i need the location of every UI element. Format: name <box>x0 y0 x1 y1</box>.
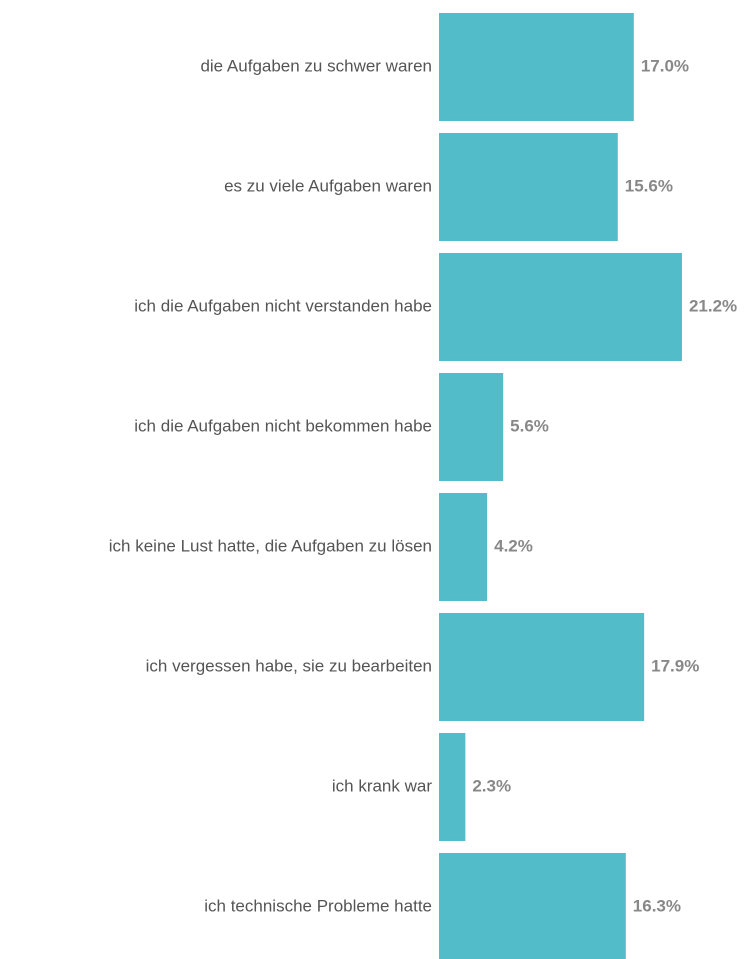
bar <box>439 133 618 241</box>
value-label: 17.0% <box>641 56 689 75</box>
category-label: ich die Aufgaben nicht verstanden habe <box>134 296 432 315</box>
bar <box>439 733 466 841</box>
category-label: ich die Aufgaben nicht bekommen habe <box>134 416 432 435</box>
value-label: 17.9% <box>651 656 699 675</box>
category-label: ich krank war <box>332 776 432 795</box>
bar <box>439 13 634 121</box>
value-label: 4.2% <box>494 536 533 555</box>
category-label: es zu viele Aufgaben waren <box>224 176 432 195</box>
bar <box>439 493 488 601</box>
value-label: 21.2% <box>689 296 737 315</box>
category-label: ich technische Probleme hatte <box>204 896 432 915</box>
bar <box>439 613 645 721</box>
category-label: ich vergessen habe, sie zu bearbeiten <box>146 656 432 675</box>
category-label: ich keine Lust hatte, die Aufgaben zu lö… <box>109 536 432 555</box>
bar <box>439 853 626 959</box>
value-label: 15.6% <box>625 176 673 195</box>
bar <box>439 253 682 361</box>
category-label: die Aufgaben zu schwer waren <box>200 56 432 75</box>
value-label: 16.3% <box>633 896 681 915</box>
value-label: 5.6% <box>510 416 549 435</box>
bar <box>439 373 504 481</box>
value-label: 2.3% <box>472 776 511 795</box>
